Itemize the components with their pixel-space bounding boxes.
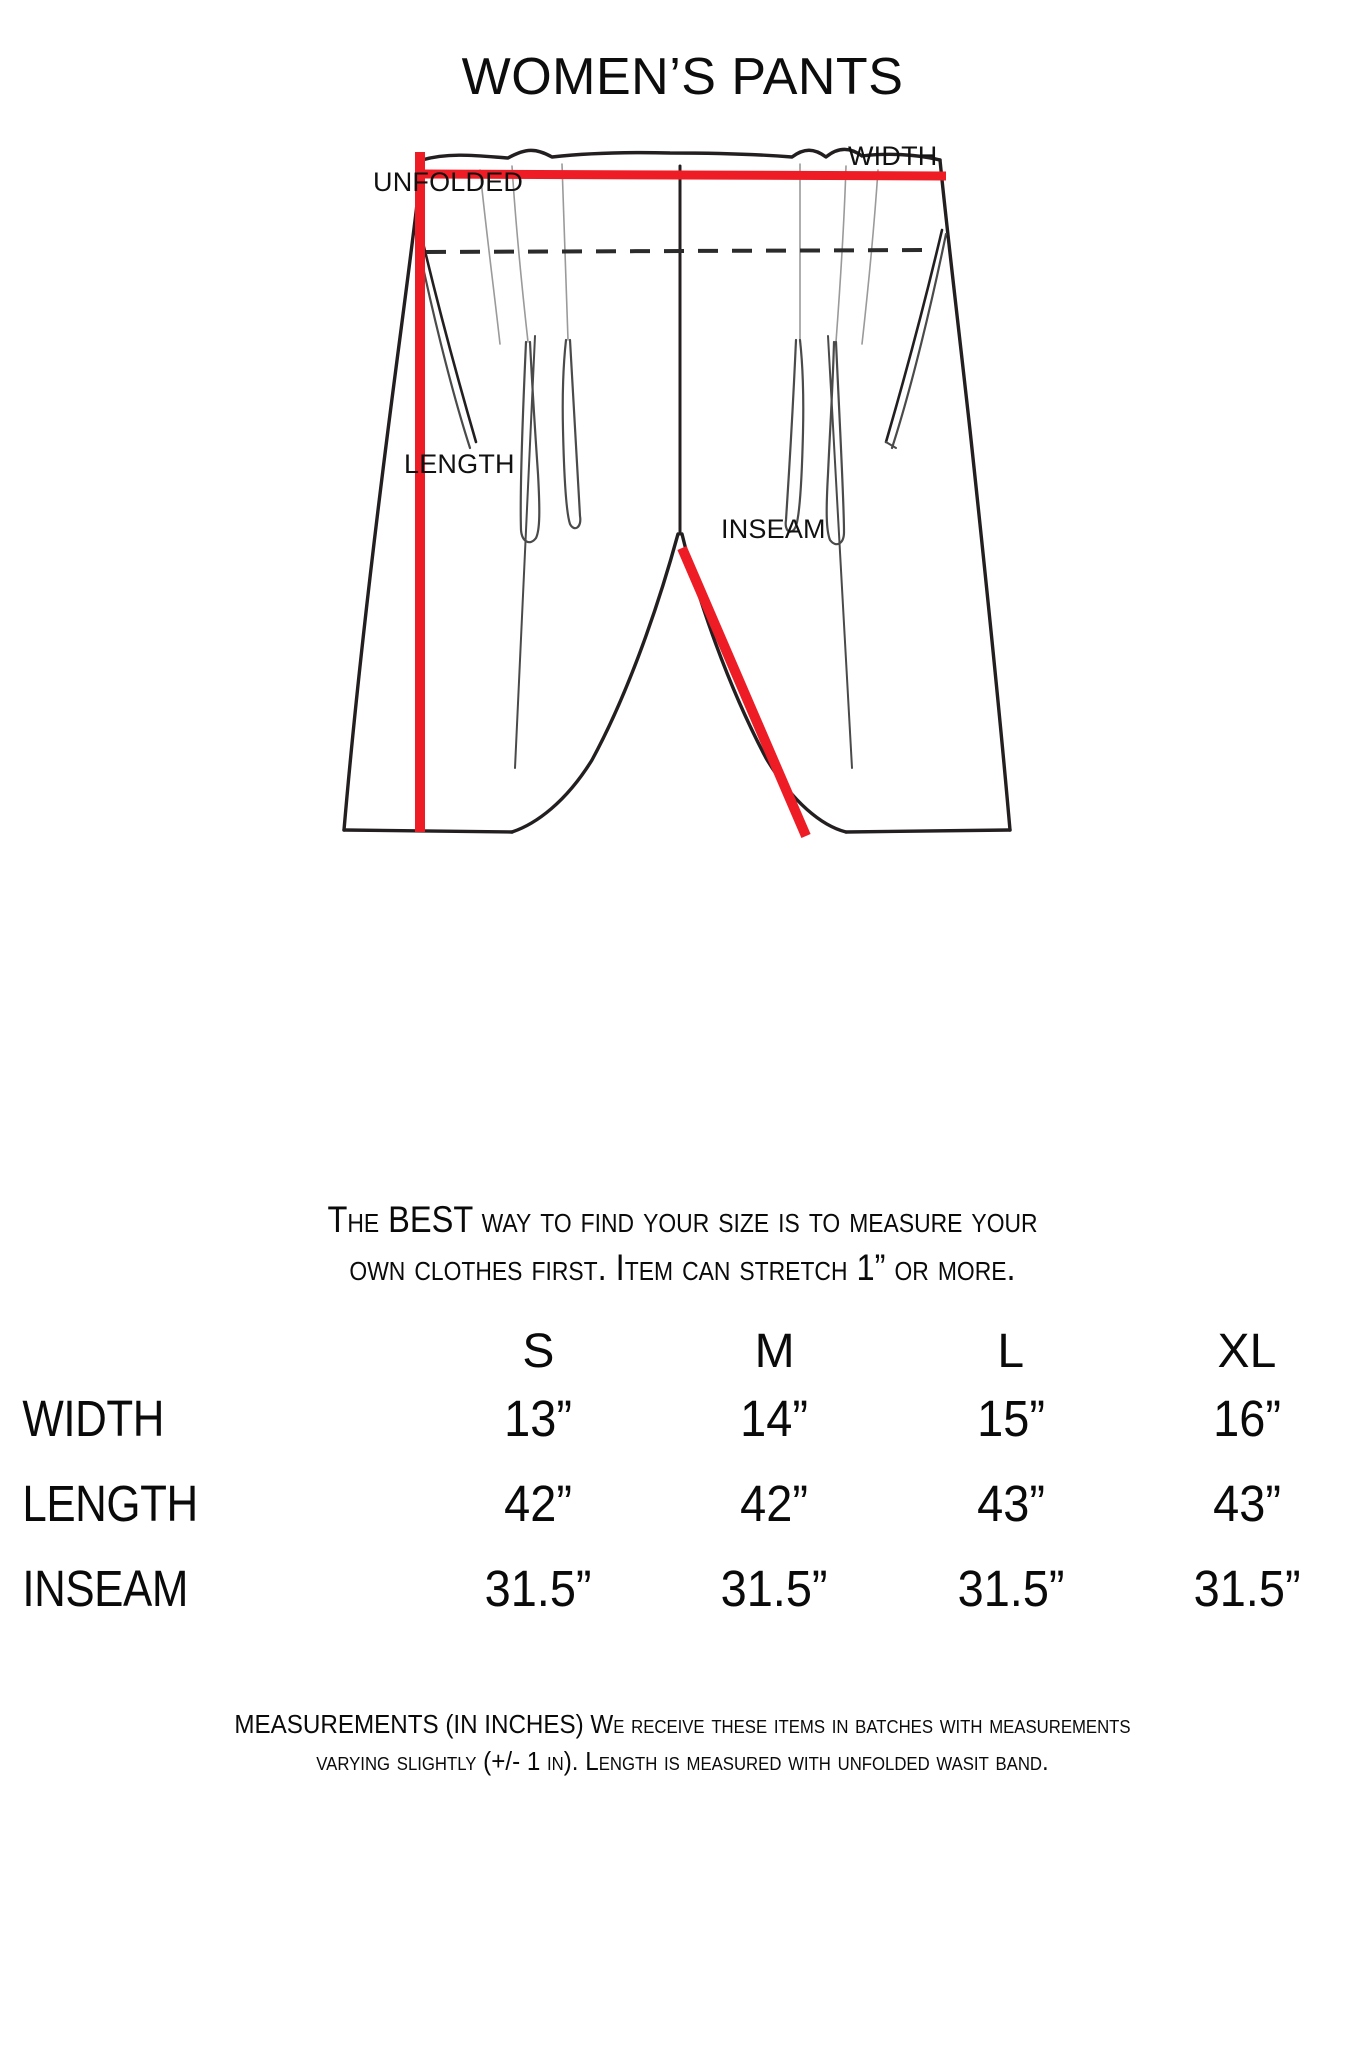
row-label-length: LENGTH xyxy=(22,1475,198,1532)
footnote-line-1: MEASUREMENTS (IN INCHES) We receive thes… xyxy=(234,1709,1131,1739)
footnote-line-2: varying slightly (+/- 1 in). Length is m… xyxy=(316,1745,1049,1776)
header-row-label xyxy=(0,1308,420,1376)
instructions-line-2: own clothes first. Item can stretch 1” o… xyxy=(349,1247,1016,1289)
pants-illustration xyxy=(330,130,1030,890)
callout-width: WIDTH xyxy=(848,141,938,171)
cell-inseam-l: 31.5” xyxy=(957,1560,1065,1617)
callout-length: LENGTH xyxy=(404,449,515,479)
cell-length-m: 42” xyxy=(740,1475,809,1532)
inseam-measure-line xyxy=(677,546,811,838)
callout-inseam: INSEAM xyxy=(721,514,826,544)
header-size-xl: XL xyxy=(1217,1325,1277,1378)
cell-length-l: 43” xyxy=(976,1475,1045,1532)
page-title: WOMEN’S PANTS xyxy=(461,48,904,106)
cell-length-xl: 43” xyxy=(1212,1475,1281,1532)
width-measure-line xyxy=(421,169,947,181)
cell-length-s: 42” xyxy=(504,1475,573,1532)
cell-width-xl: 16” xyxy=(1212,1390,1281,1447)
size-chart-table-wrapper: S M L XL WIDTH 13” 14” 15” 16” LENGTH 42… xyxy=(0,1308,1365,1631)
cell-width-l: 15” xyxy=(976,1390,1045,1447)
measuring-instructions: The BEST way to find your size is to mea… xyxy=(179,1196,1187,1292)
instructions-line-1: The BEST way to find your size is to mea… xyxy=(327,1199,1038,1240)
cell-inseam-s: 31.5” xyxy=(484,1560,592,1617)
cell-width-m: 14” xyxy=(740,1390,809,1447)
cell-width-s: 13” xyxy=(504,1390,573,1447)
cell-inseam-m: 31.5” xyxy=(721,1560,829,1617)
measurement-lines xyxy=(415,152,947,838)
header-size-s: S xyxy=(522,1325,555,1378)
pants-drawing-svg xyxy=(342,147,1012,838)
row-label-inseam: INSEAM xyxy=(22,1560,188,1617)
header-size-l: L xyxy=(997,1325,1025,1378)
table-row: WIDTH 13” 14” 15” 16” xyxy=(0,1376,1365,1461)
waistband-fold-dashed-line xyxy=(425,248,935,254)
callout-unfolded: UNFOLDED xyxy=(373,167,524,197)
cell-inseam-xl: 31.5” xyxy=(1193,1560,1301,1617)
row-label-width: WIDTH xyxy=(22,1390,164,1447)
table-row: LENGTH 42” 42” 43” 43” xyxy=(0,1461,1365,1546)
table-row: INSEAM 31.5” 31.5” 31.5” 31.5” xyxy=(0,1546,1365,1631)
table-header-row: S M L XL xyxy=(0,1308,1365,1376)
size-chart-table: S M L XL WIDTH 13” 14” 15” 16” LENGTH 42… xyxy=(0,1308,1365,1631)
measurements-footnote: MEASUREMENTS (IN INCHES) We receive thes… xyxy=(122,1706,1243,1780)
header-size-m: M xyxy=(754,1325,795,1378)
